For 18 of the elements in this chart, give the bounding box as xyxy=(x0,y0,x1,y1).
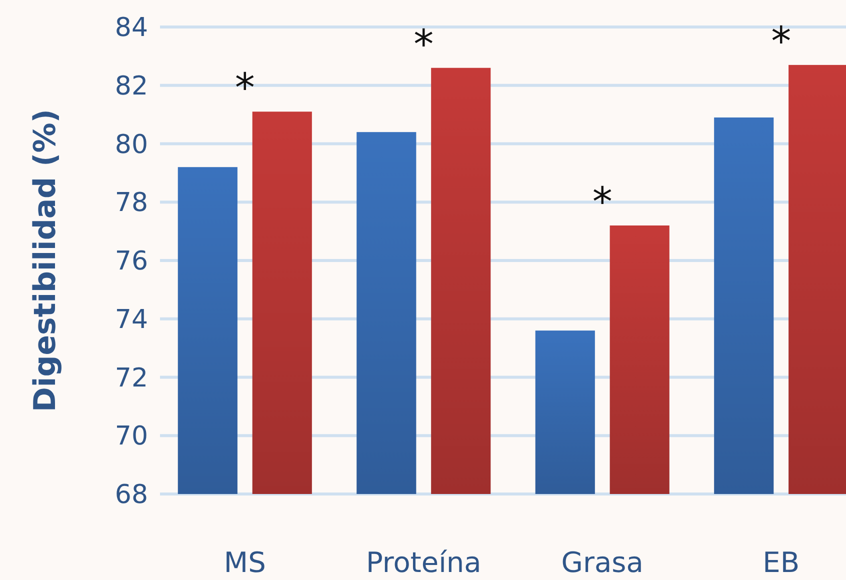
y-axis-title: Digestibilidad (%) xyxy=(28,109,63,412)
y-tick-label: 68 xyxy=(114,480,148,510)
x-tick-label: MS xyxy=(224,546,266,579)
y-tick-label: 72 xyxy=(114,363,148,394)
x-tick-label: Proteína xyxy=(366,546,482,579)
annotation: * xyxy=(414,22,434,68)
y-tick-label: 84 xyxy=(114,13,148,44)
y-tick-label: 76 xyxy=(114,246,148,277)
annotation: * xyxy=(234,66,255,112)
y-tick-label: 78 xyxy=(114,188,148,218)
x-tick-label: Grasa xyxy=(561,546,644,579)
y-tick-label: 82 xyxy=(114,71,148,102)
annotation: * xyxy=(771,18,792,65)
y-tick-label: 70 xyxy=(114,422,148,452)
y-tick-label: 80 xyxy=(114,130,148,160)
y-tick-label: 74 xyxy=(114,304,148,335)
annotation: * xyxy=(592,179,612,226)
x-tick-label: EB xyxy=(762,546,800,579)
